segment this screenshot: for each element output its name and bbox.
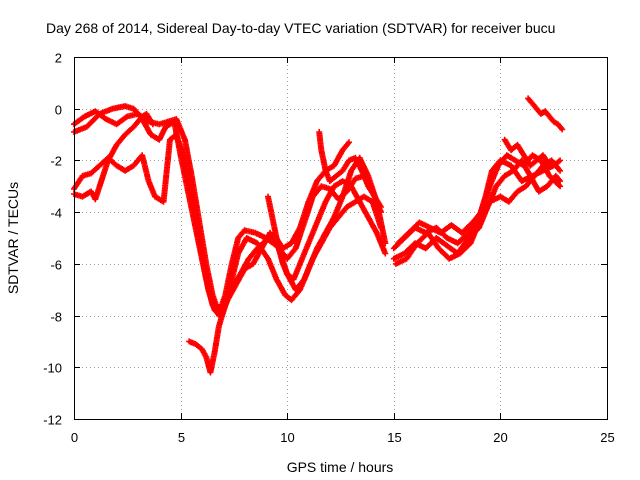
x-tick-label: 5: [178, 430, 185, 445]
y-tick-labels: 2 0 -2 -4 -6 -8 -10 -12: [43, 51, 62, 428]
data-point: [546, 162, 553, 169]
y-tick-label: -6: [50, 258, 62, 273]
chart-title: Day 268 of 2014, Sidereal Day-to-day VTE…: [46, 20, 555, 36]
data-points: [71, 95, 566, 376]
plot-frame: [74, 57, 608, 420]
x-tick-label: 0: [71, 430, 78, 445]
series-track-k: [395, 152, 564, 247]
data-point: [557, 157, 564, 164]
series-track-j: [392, 157, 564, 267]
y-tick-label: -10: [43, 361, 62, 376]
x-tick-label: 15: [387, 430, 401, 445]
data-point: [378, 204, 384, 210]
y-axis-label: SDTVAR / TECUs: [5, 182, 21, 294]
y-tick-label: -8: [50, 310, 62, 325]
y-tick-label: -4: [50, 206, 62, 221]
y-tick-label: 2: [55, 51, 62, 66]
axis-ticks: [74, 57, 608, 420]
y-tick-label: -2: [50, 154, 62, 169]
y-tick-label: 0: [55, 103, 62, 118]
series-track-e: [186, 139, 352, 376]
data-point: [382, 250, 389, 257]
x-tick-label: 20: [493, 430, 507, 445]
data-point: [378, 224, 384, 231]
data-point: [557, 167, 564, 174]
series-track-g: [316, 129, 384, 210]
data-point: [559, 126, 566, 133]
y-tick-label: -12: [43, 413, 62, 428]
series-track-f: [265, 178, 389, 283]
data-point: [149, 121, 156, 128]
x-axis-label: GPS time / hours: [287, 459, 394, 475]
data-point: [346, 139, 352, 146]
x-tick-labels: 0 5 10 15 20 25: [71, 430, 615, 445]
series-track-l: [501, 136, 553, 169]
series-track-d: [71, 110, 156, 203]
data-point: [557, 183, 564, 190]
series-track-m: [525, 95, 566, 133]
grid-lines: [74, 57, 607, 419]
x-tick-label: 25: [600, 430, 614, 445]
x-tick-label: 10: [280, 430, 294, 445]
